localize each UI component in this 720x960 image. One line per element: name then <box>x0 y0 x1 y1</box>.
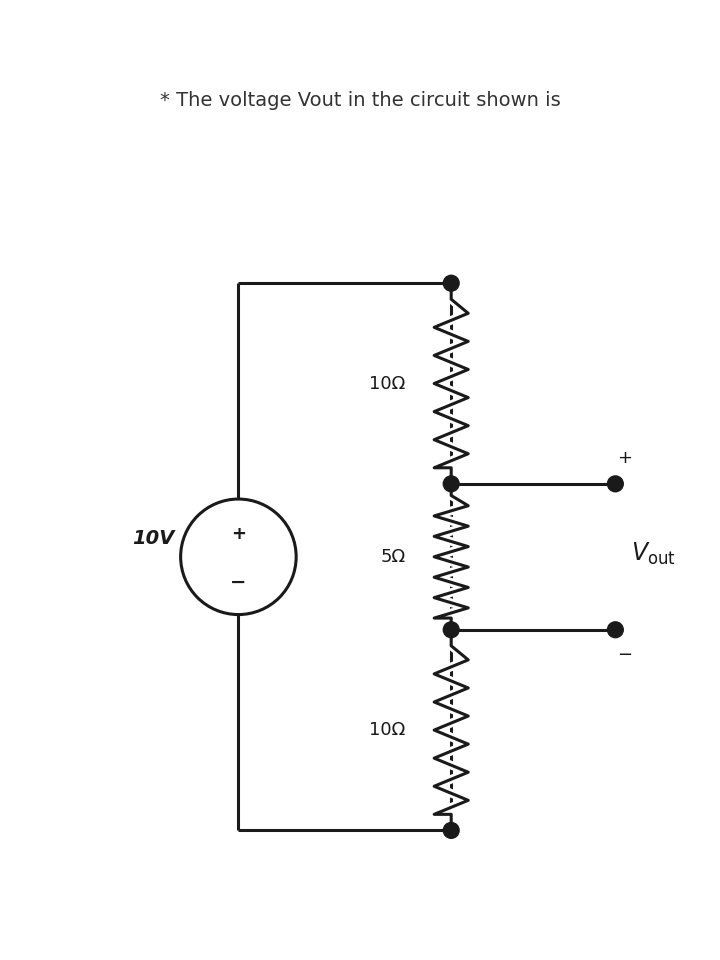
Circle shape <box>444 622 459 637</box>
Text: * The voltage Vout in the circuit shown is: * The voltage Vout in the circuit shown … <box>160 91 560 110</box>
Text: −: − <box>617 646 632 664</box>
Circle shape <box>444 823 459 838</box>
Circle shape <box>444 276 459 291</box>
Text: 10V: 10V <box>132 529 174 548</box>
Circle shape <box>608 622 624 637</box>
Text: $\mathit{V}_{\mathrm{out}}$: $\mathit{V}_{\mathrm{out}}$ <box>631 540 675 566</box>
Text: −: − <box>230 573 246 591</box>
Text: 10Ω: 10Ω <box>369 721 405 739</box>
Text: +: + <box>231 525 246 542</box>
Text: +: + <box>617 449 632 468</box>
Circle shape <box>444 476 459 492</box>
Text: 10Ω: 10Ω <box>369 374 405 393</box>
Circle shape <box>608 476 624 492</box>
Text: 5Ω: 5Ω <box>380 548 405 565</box>
